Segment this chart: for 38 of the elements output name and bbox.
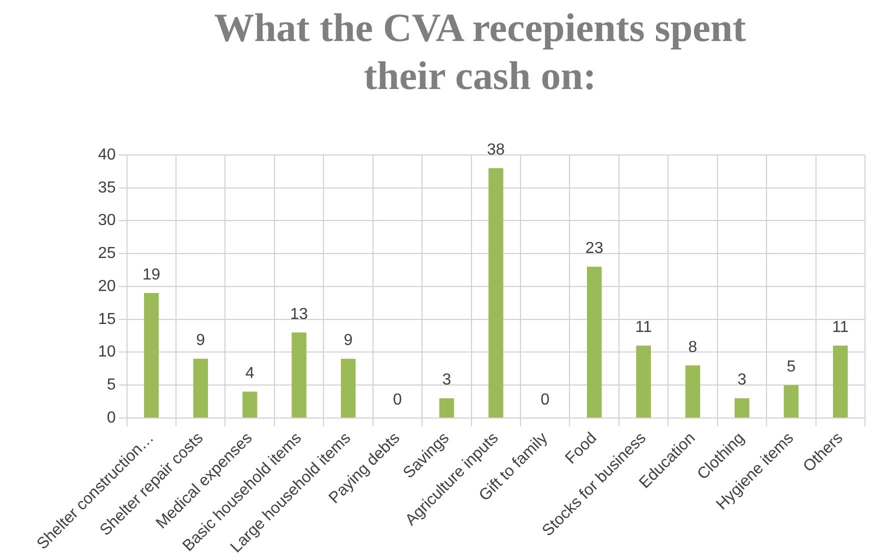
data-label: 4 — [245, 365, 254, 382]
y-tick-label: 30 — [98, 212, 116, 230]
y-tick-label: 25 — [98, 245, 116, 262]
bar — [439, 398, 454, 418]
data-label: 3 — [442, 372, 452, 389]
bar — [488, 168, 504, 418]
data-label: 38 — [487, 142, 505, 159]
y-tick-label: 10 — [98, 344, 116, 361]
bar — [586, 266, 602, 418]
y-tick-label: 35 — [98, 179, 116, 196]
data-label: 9 — [344, 332, 353, 350]
chart-title: What the CVA recepients spent their cash on: — [213, 4, 747, 100]
data-label: 23 — [585, 240, 604, 258]
bar — [636, 346, 651, 418]
y-tick-label: 0 — [106, 409, 116, 426]
bar — [292, 332, 306, 418]
data-label: 11 — [832, 319, 849, 336]
data-label: 9 — [196, 332, 206, 350]
y-tick-label: 20 — [98, 278, 116, 295]
data-label: 0 — [540, 391, 550, 408]
data-label: 3 — [738, 372, 747, 389]
data-label: 11 — [635, 319, 652, 336]
data-label: 19 — [142, 266, 160, 284]
bar — [685, 365, 700, 418]
data-label: 0 — [393, 391, 402, 408]
bar — [144, 293, 159, 418]
bar — [833, 346, 848, 418]
y-tick-label: 40 — [98, 146, 116, 164]
y-tick-label: 15 — [98, 310, 116, 328]
bar — [340, 358, 356, 418]
bar — [784, 385, 799, 418]
data-label: 13 — [290, 306, 308, 323]
y-tick-label: 5 — [106, 376, 116, 394]
bar — [734, 398, 750, 418]
bar — [193, 358, 208, 418]
data-label: 5 — [786, 358, 796, 376]
bar — [242, 392, 258, 418]
data-label: 8 — [688, 338, 698, 356]
